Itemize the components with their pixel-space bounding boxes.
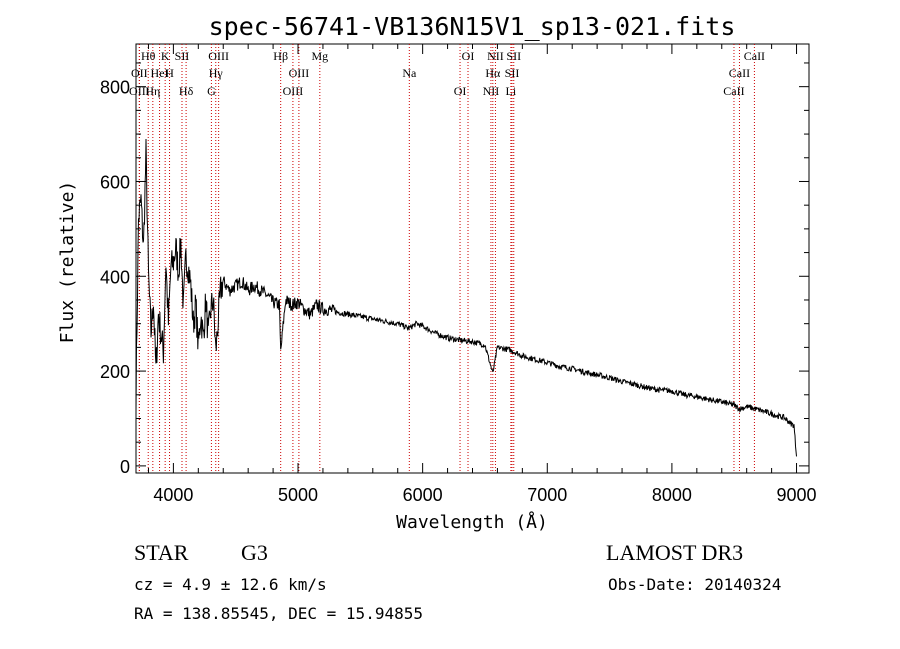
line-marker-label-24: SII (506, 49, 521, 63)
y-axis-label: Flux (relative) (57, 181, 78, 344)
line-marker-label-19: Hα (485, 66, 501, 80)
line-marker-label-0: Hθ (141, 49, 156, 63)
chart-title: spec-56741-VB136N15V1_sp13-021.fits (209, 12, 736, 41)
y-tick-label-0: 0 (120, 457, 130, 477)
velocity: cz = 4.9 ± 12.6 km/s (134, 575, 327, 594)
line-marker-label-5: Hη (145, 84, 160, 98)
flux-series-line (135, 138, 797, 457)
subclass: G3 (241, 540, 268, 565)
axis-tick-labels: 4000 5000 6000 7000 8000 9000 0 200 400 600 800 (100, 78, 817, 505)
x-tick-label-1: 5000 (278, 485, 318, 505)
axis-ticks (136, 44, 809, 473)
x-tick-label-4: 8000 (652, 485, 692, 505)
x-tick-label-0: 4000 (153, 485, 193, 505)
obs-date: Obs-Date: 20140324 (608, 575, 781, 594)
line-marker-label-25: CaII (729, 66, 750, 80)
y-tick-label-2: 400 (100, 267, 130, 287)
line-marker-label-2: OIII (129, 84, 150, 98)
line-marker-label-23: Li (506, 84, 517, 98)
line-marker-label-11: G (207, 84, 216, 98)
line-marker-label-7: H (165, 66, 174, 80)
line-marker-label-21: NII (487, 49, 504, 63)
line-marker-label-17: OI (454, 84, 467, 98)
line-marker-label-16: Na (402, 66, 417, 80)
y-tick-label-1: 200 (100, 362, 130, 382)
line-marker-label-15: Mg (311, 49, 328, 63)
line-marker-label-20: NII (483, 84, 500, 98)
spectral-line-markers (138, 44, 755, 473)
line-marker-label-26: CaII (723, 84, 744, 98)
line-marker-label-3: K (161, 49, 170, 63)
x-tick-label-5: 9000 (777, 485, 817, 505)
x-tick-label-2: 6000 (403, 485, 443, 505)
x-axis-label: Wavelength (Å) (396, 511, 548, 533)
line-marker-label-10: Hγ (209, 66, 224, 80)
line-marker-label-22: SII (505, 66, 520, 80)
line-marker-label-13: OIII (289, 66, 310, 80)
y-tick-label-3: 600 (100, 172, 130, 192)
y-tick-label-4: 800 (100, 78, 130, 98)
line-marker-label-9: OIII (208, 49, 229, 63)
survey-name: LAMOST DR3 (606, 540, 743, 565)
line-marker-label-18: OI (462, 49, 475, 63)
line-marker-label-4: HeI (151, 66, 169, 80)
line-marker-label-12: Hβ (273, 49, 288, 63)
spectral-line-labels: HθOIIOIIIKHeIHηSIIHHδOIIIHγGHβOIIIOIIIMg… (129, 49, 765, 98)
line-marker-label-8: Hδ (179, 84, 194, 98)
line-marker-label-27: CaII (744, 49, 765, 63)
coordinates: RA = 138.85545, DEC = 15.94855 (134, 604, 423, 623)
line-marker-label-14: OIII (283, 84, 304, 98)
line-marker-label-6: SII (175, 49, 190, 63)
plot-frame (135, 43, 810, 474)
object-class: STAR (134, 540, 189, 565)
x-tick-label-3: 7000 (527, 485, 567, 505)
line-marker-label-1: OII (131, 66, 148, 80)
